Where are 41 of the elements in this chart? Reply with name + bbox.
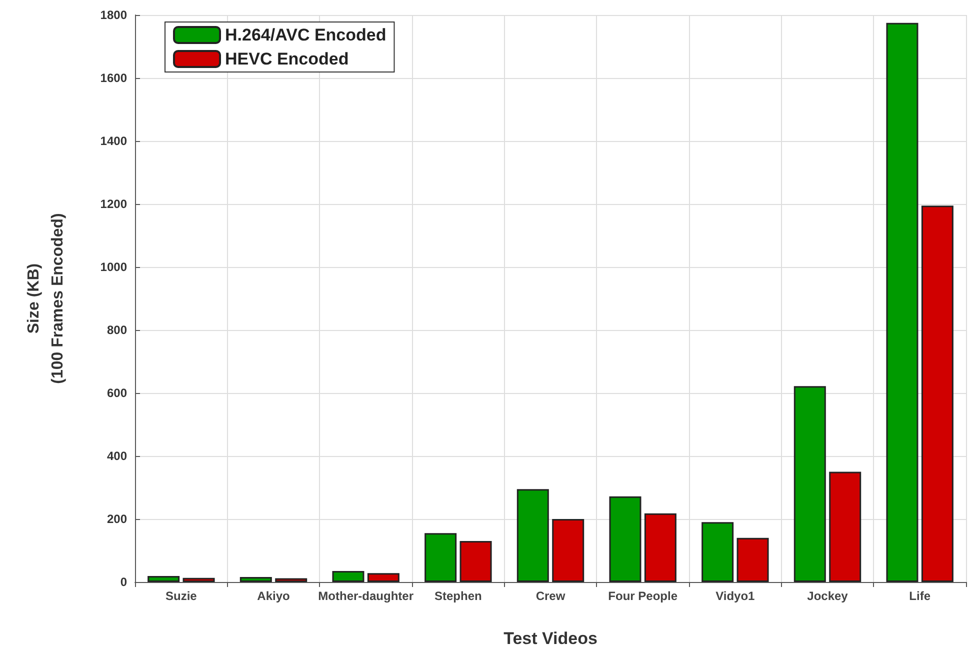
bar: [275, 578, 308, 582]
bar: [240, 576, 272, 582]
y-tick-label: 1000: [100, 260, 128, 274]
bar: [460, 541, 492, 582]
bar: [886, 22, 918, 582]
y-tick-label: 0: [120, 575, 128, 589]
bar: [794, 386, 826, 582]
x-axis-title: Test Videos: [504, 629, 598, 648]
bar: [552, 519, 584, 582]
y-tick-label: 600: [106, 386, 128, 400]
legend-label: H.264/AVC Encoded: [225, 26, 386, 44]
y-tick-label: 1800: [100, 8, 128, 22]
x-tick-label: Jockey: [807, 589, 848, 603]
bar: [921, 206, 954, 582]
bar: [148, 576, 180, 582]
y-tick-label: 400: [106, 449, 128, 463]
x-tick-label: Suzie: [165, 589, 198, 603]
bar: [644, 513, 676, 582]
x-tick-label: Crew: [536, 589, 566, 603]
bar: [516, 489, 549, 582]
bar: [182, 578, 215, 582]
y-axis-title: Size (KB) (100 Frames Encoded): [26, 213, 66, 384]
legend-label: HEVC Encoded: [225, 50, 349, 68]
x-tick-label: Four People: [608, 589, 678, 603]
bar: [702, 522, 734, 582]
bar: [736, 538, 769, 582]
bar: [609, 496, 642, 582]
x-tick-label: Mother-daughter: [318, 589, 414, 603]
bar: [829, 472, 862, 582]
x-tick-label: Life: [909, 589, 931, 603]
x-tick-label: Stephen: [434, 589, 482, 603]
bar: [367, 573, 400, 582]
x-tick-label: Akiyo: [257, 589, 290, 603]
y-tick-label: 1600: [100, 71, 128, 85]
y-tick-label: 800: [106, 323, 128, 337]
y-tick-label: 1400: [100, 134, 128, 148]
y-tick-label: 200: [106, 512, 128, 526]
bar: [332, 570, 364, 582]
bar: [424, 533, 457, 582]
x-tick-label: Vidyo1: [716, 589, 756, 603]
y-tick-label: 1200: [100, 197, 128, 211]
